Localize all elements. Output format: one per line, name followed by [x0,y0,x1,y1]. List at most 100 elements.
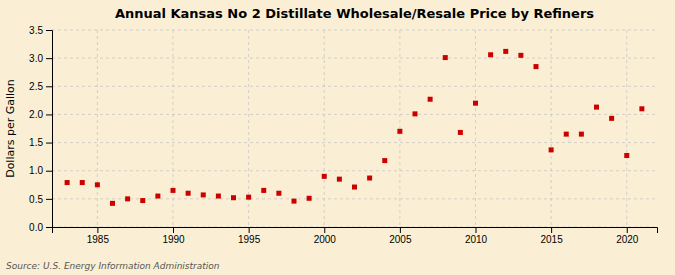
point [473,101,478,106]
point [337,177,342,182]
y-axis: 0.0 0.5 1.0 1.5 2.0 2.5 3.0 3.5 [29,25,52,233]
y-axis-tick-label: 3.0 [29,53,43,64]
title: Annual Kansas No 2 Distillate Wholesale/… [115,6,594,21]
point [534,64,539,69]
point [397,129,402,134]
point [458,130,463,135]
grid-line-x [626,30,627,227]
point [125,196,130,201]
points [65,49,645,206]
y-axis-tick: 1.5 [29,137,52,148]
x-axis: 1985 1990 1995 2000 2005 2010 2015 2020 [53,227,658,245]
x-axis-tick: 1995 [238,227,261,245]
x-axis-tick-label: 2020 [616,234,639,245]
y-axis-tick-label: 0.5 [29,194,43,205]
y-axis-tick-mark [46,171,52,172]
point [503,49,508,54]
point [639,106,644,111]
point [443,55,448,60]
x-axis-tick-mark [400,227,401,233]
y-axis-tick-mark [46,143,52,144]
x-axis-tick-label: 1990 [162,234,185,245]
x-axis-tick-label: 2010 [465,234,488,245]
y-axis-tick-label: 2.0 [29,109,43,120]
x-axis-tick-mark [97,227,98,233]
y-axis-line [46,31,53,228]
source: Source: U.S. Energy Information Administ… [6,261,220,271]
y-axis-tick-label: 1.0 [29,165,43,176]
x-axis-tick-mark [627,227,628,233]
grid-line-y [52,58,657,59]
point [231,195,236,200]
point [413,111,418,116]
grid-line-y [52,30,657,31]
grid-line-x [399,30,400,227]
grid-line-x [97,30,98,227]
x-axis-tick-label: 1985 [87,234,110,245]
point [292,199,297,204]
plot-area: 1985 1990 1995 2000 2005 2010 2015 2020 0.0 0.5 1.… [29,25,657,245]
grid-line-x [324,30,325,227]
point [110,201,115,206]
x-axis-tick-label: 2000 [314,234,337,245]
x-axis-tick: 2010 [465,227,488,245]
point [216,194,221,199]
point [549,147,554,152]
x-axis-tick: 2020 [616,227,639,245]
y-axis-tick-label: 1.5 [29,137,43,148]
y-axis-tick: 1.0 [29,165,52,176]
y-axis-tick: 0.5 [29,194,52,205]
x-axis-tick-mark [476,227,477,233]
point [276,191,281,196]
point [382,158,387,163]
point [428,97,433,102]
grid-line-x [173,30,174,227]
point [352,185,357,190]
y-axis-tick-mark [46,30,52,31]
chart: 1985 1990 1995 2000 2005 2010 2015 2020 0.0 0.5 1.… [0,0,675,275]
y-axis-tick: 3.0 [29,53,52,64]
x-axis-tick: 1990 [162,227,185,245]
point [80,180,85,185]
y-axis-title: Dollars per Gallon [4,79,17,178]
point [155,194,160,199]
x-axis-tick: 2015 [541,227,564,245]
point [322,174,327,179]
y-axis-tick-mark [46,114,52,115]
point [201,192,206,197]
point [246,195,251,200]
y-axis-tick-mark [46,86,52,87]
y-axis-tick: 2.0 [29,109,52,120]
x-axis-tick: 1985 [87,227,110,245]
x-axis-tick: 2000 [314,227,337,245]
point [95,182,100,187]
y-axis-tick: 3.5 [29,25,52,36]
y-axis-tick-label: 3.5 [29,25,43,36]
x-axis-tick-label: 2015 [541,234,564,245]
point [261,188,266,193]
point [624,153,629,158]
y-axis-tick: 0.0 [29,222,52,233]
grid-line-y [52,142,657,143]
y-axis-tick-mark [46,199,52,200]
point [579,132,584,137]
x-axis-tick-mark [551,227,552,233]
x-axis-tick-mark [173,227,174,233]
grid-line-y [52,170,657,171]
x-axis-tick-mark [249,227,250,233]
point [186,191,191,196]
y-axis-tick-label: 0.0 [29,222,43,233]
x-axis-tick-label: 2005 [389,234,412,245]
grid-line-y [52,114,657,115]
y-axis-tick: 2.5 [29,81,52,92]
point [65,180,70,185]
point [518,53,523,58]
point [171,188,176,193]
grid-line-y [52,86,657,87]
x-axis-tick-label: 1995 [238,234,261,245]
grid [52,30,657,227]
y-axis-tick-mark [46,58,52,59]
point [367,176,372,181]
point [140,198,145,203]
point [564,132,569,137]
